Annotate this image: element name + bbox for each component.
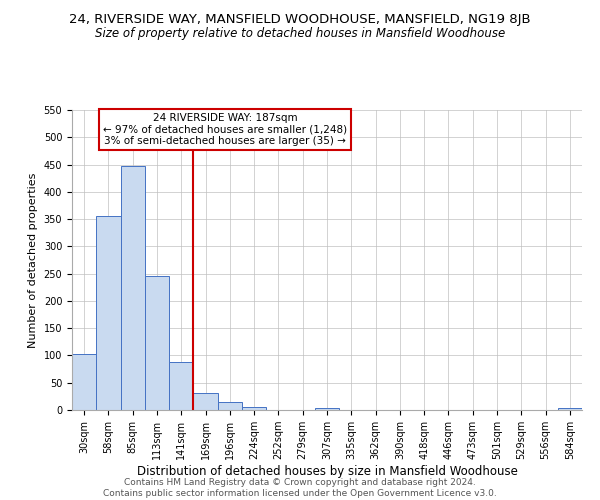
Bar (145, 276, 169, 410)
Text: Contains HM Land Registry data © Crown copyright and database right 2024.
Contai: Contains HM Land Registry data © Crown c… (103, 478, 497, 498)
X-axis label: Distribution of detached houses by size in Mansfield Woodhouse: Distribution of detached houses by size … (137, 465, 517, 478)
Bar (218, 402, 242, 410)
Text: Size of property relative to detached houses in Mansfield Woodhouse: Size of property relative to detached ho… (95, 28, 505, 40)
Text: 24, RIVERSIDE WAY, MANSFIELD WOODHOUSE, MANSFIELD, NG19 8JB: 24, RIVERSIDE WAY, MANSFIELD WOODHOUSE, … (69, 12, 531, 26)
Bar (169, 362, 193, 410)
Bar (72, 354, 96, 410)
Bar (315, 408, 339, 410)
Bar (193, 393, 218, 410)
Bar (558, 408, 582, 410)
Bar (242, 408, 266, 410)
Text: 24 RIVERSIDE WAY: 187sqm
← 97% of detached houses are smaller (1,248)
3% of semi: 24 RIVERSIDE WAY: 187sqm ← 97% of detach… (103, 113, 347, 146)
Bar (121, 166, 145, 410)
Y-axis label: Number of detached properties: Number of detached properties (28, 172, 38, 348)
Bar (96, 216, 121, 410)
